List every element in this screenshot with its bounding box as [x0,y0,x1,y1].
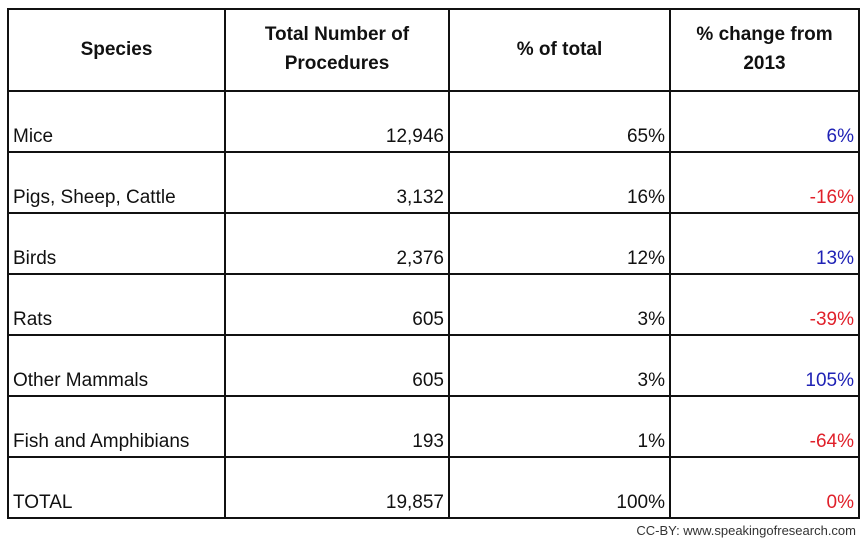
credit-text: CC-BY: www.speakingofresearch.com [636,523,856,538]
species-cell: Pigs, Sheep, Cattle [7,151,226,214]
species-cell: TOTAL [7,456,226,519]
pct-cell: 100% [448,456,671,519]
table-row: TOTAL 19,857 100% 0% [7,456,860,519]
table-row: Other Mammals 605 3% 105% [7,334,860,397]
pct-cell: 1% [448,395,671,458]
species-cell: Other Mammals [7,334,226,397]
table-row: Pigs, Sheep, Cattle 3,132 16% -16% [7,151,860,214]
header-pct: % of total [448,8,671,92]
species-cell: Birds [7,212,226,275]
total-cell: 12,946 [224,90,450,153]
pct-cell: 3% [448,334,671,397]
header-species: Species [7,8,226,92]
total-cell: 19,857 [224,456,450,519]
pct-cell: 16% [448,151,671,214]
table-row: Birds 2,376 12% 13% [7,212,860,275]
total-cell: 605 [224,334,450,397]
pct-cell: 12% [448,212,671,275]
change-cell: -39% [669,273,860,336]
species-cell: Mice [7,90,226,153]
total-cell: 3,132 [224,151,450,214]
header-change: % change from 2013 [669,8,860,92]
table-row: Mice 12,946 65% 6% [7,90,860,153]
species-cell: Fish and Amphibians [7,395,226,458]
total-cell: 605 [224,273,450,336]
change-cell: 105% [669,334,860,397]
pct-cell: 3% [448,273,671,336]
species-table: Species Total Number of Procedures % of … [7,8,860,519]
change-cell: -16% [669,151,860,214]
change-cell: 13% [669,212,860,275]
change-cell: 0% [669,456,860,519]
header-total: Total Number of Procedures [224,8,450,92]
species-cell: Rats [7,273,226,336]
total-cell: 193 [224,395,450,458]
pct-cell: 65% [448,90,671,153]
table-row: Fish and Amphibians 193 1% -64% [7,395,860,458]
header-row: Species Total Number of Procedures % of … [7,8,860,92]
total-cell: 2,376 [224,212,450,275]
table-row: Rats 605 3% -39% [7,273,860,336]
change-cell: -64% [669,395,860,458]
change-cell: 6% [669,90,860,153]
